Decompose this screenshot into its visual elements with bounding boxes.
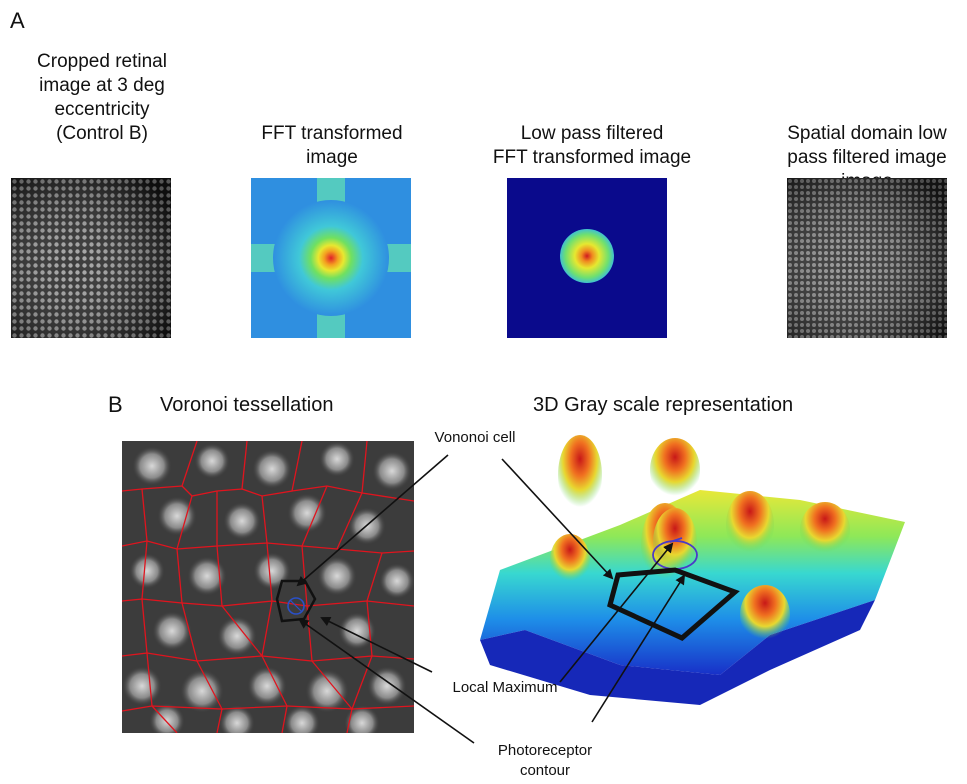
center-peak [653, 508, 697, 576]
caption-fft-image: FFT transformed image [261, 123, 403, 168]
caption-cropped-image: Cropped retinal image at 3 deg eccentric… [37, 51, 167, 144]
annotation-photoreceptor-contour: Photoreceptor contour [497, 742, 593, 779]
highlighted-3d-cell [607, 567, 740, 641]
voronoi-edges [122, 441, 414, 733]
arrow-cell-left [296, 454, 449, 587]
caption-lowpass-fft: Low pass filtered FFT transformed image [492, 123, 692, 168]
fft-transformed-image [251, 178, 411, 338]
lowpass-fft-image [507, 178, 667, 338]
voronoi-tessellation-image [122, 441, 414, 733]
arrow-localmax-right [559, 542, 674, 683]
arrow-contour-left [298, 618, 475, 744]
arrow-cell-right [501, 458, 614, 580]
peak-2 [650, 438, 700, 502]
peak-5 [800, 502, 850, 558]
panel-b-label: B [108, 392, 123, 417]
local-maximum-marker [287, 597, 305, 615]
spatial-lowpass-image [787, 178, 947, 338]
annotation-local-maximum: Local Maximum [452, 679, 558, 696]
cropped-retinal-image [11, 178, 171, 338]
peak-6 [740, 585, 790, 645]
arrow-localmax-left [320, 617, 433, 673]
peak-4 [726, 491, 774, 559]
peak-7 [550, 534, 590, 586]
gray-scale-3d-surface [480, 435, 905, 705]
peak-1 [558, 435, 602, 515]
annotation-voronoi-cell: Vononoi cell [434, 429, 516, 446]
gray-scale-3d-title: 3D Gray scale representation [533, 394, 794, 416]
voronoi-title: Voronoi tessellation [160, 394, 334, 416]
caption-spatial-lowpass: Spatial domain low pass filtered image i… [787, 123, 947, 192]
arrow-contour-right [591, 574, 686, 723]
panel-a-label: A [10, 8, 25, 33]
